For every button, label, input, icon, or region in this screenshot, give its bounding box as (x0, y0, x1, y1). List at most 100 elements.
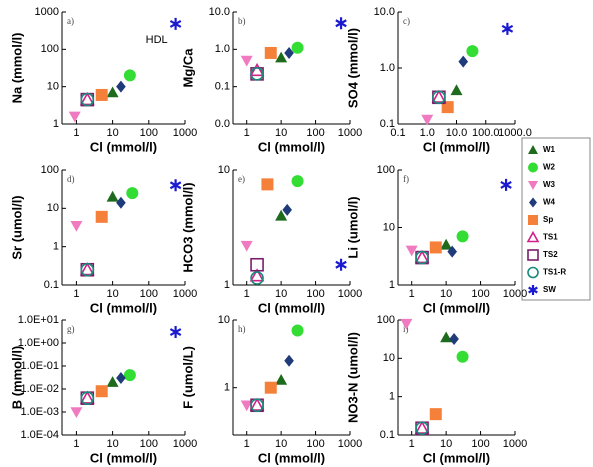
marker-asterisk (169, 326, 182, 339)
marker-circle (291, 175, 304, 188)
marker-triangle-up (106, 190, 119, 202)
marker-diamond (529, 197, 537, 208)
marker-triangle-down (400, 318, 413, 330)
y-tick-label: 0.1 (380, 429, 395, 441)
x-axis-label: Cl (mmol/l) (258, 300, 325, 315)
x-axis-label: Cl (mmol/l) (423, 139, 490, 154)
marker-triangle-up-open (414, 420, 430, 434)
panel-label: a) (67, 16, 74, 26)
marker-triangle-up-open (249, 62, 265, 77)
x-tick-label: 1000 (173, 288, 197, 300)
marker-diamond (116, 80, 126, 93)
x-tick-label: 100 (140, 127, 158, 139)
y-tick-label: 1.0E-04 (20, 429, 59, 441)
marker-triangle-up-open (414, 249, 430, 264)
marker-asterisk (335, 258, 347, 271)
marker-triangle-down (68, 111, 81, 123)
marker-triangle-down (70, 221, 83, 232)
marker-triangle-down (528, 181, 538, 190)
x-axis-label: Cl (mmol/l) (423, 300, 490, 315)
x-tick-label: 10 (440, 288, 452, 300)
marker-square (261, 178, 274, 191)
y-axis-label: Na (mmol/l) (9, 33, 24, 104)
marker-circle-open (80, 92, 95, 107)
marker-triangle-down (421, 114, 434, 126)
marker-diamond (116, 196, 126, 209)
y-axis-label: B (mmol/l) (9, 346, 24, 410)
y-tick-label: 1.0E+01 (18, 314, 59, 326)
x-tick-label: 10 (275, 288, 287, 300)
marker-triangle-up (450, 84, 463, 96)
marker-diamond (284, 46, 294, 59)
marker-diamond (447, 245, 457, 258)
y-axis-label: Sr (umol/l) (9, 195, 24, 259)
x-axis-label: Cl (mmol/l) (90, 450, 157, 465)
y-tick-label: 0.1 (44, 279, 59, 291)
y-tick-label: 10 (47, 81, 59, 93)
x-tick-label: 1 (73, 438, 79, 450)
y-axis-label: NO3-N (umol/l) (345, 332, 360, 423)
legend-label: W1 (543, 145, 556, 154)
marker-diamond (458, 55, 469, 68)
y-tick-label: 1.0E+00 (18, 337, 59, 349)
x-tick-label: 0.1 (390, 127, 405, 139)
y-axis-label: Mg/Ca (180, 48, 195, 88)
y-tick-label: 1 (53, 241, 59, 253)
marker-square-open (527, 249, 539, 261)
y-tick-label: 1 (389, 391, 395, 403)
x-tick-label: 1 (409, 288, 415, 300)
y-tick-label: 10.0 (374, 6, 395, 18)
marker-circle-open (527, 266, 539, 279)
marker-triangle-up-open (79, 91, 95, 106)
x-tick-label: 10 (440, 438, 452, 450)
marker-triangle-down (405, 245, 418, 257)
x-tick-label: 1 (244, 438, 250, 450)
annotation: HDL (146, 34, 168, 46)
marker-triangle-up-open (79, 262, 95, 276)
legend-label: TS1-R (543, 268, 566, 277)
x-tick-label: 10 (106, 127, 118, 139)
x-tick-label: 1.0 (420, 127, 435, 139)
x-tick-label: 100 (471, 288, 489, 300)
marker-square (264, 46, 277, 59)
panel-label: g) (67, 324, 75, 334)
y-tick-label: 100 (377, 164, 395, 176)
y-tick-label: 10 (383, 352, 395, 364)
y-tick-label: 1.0 (215, 43, 230, 55)
marker-circle (456, 350, 469, 363)
legend-label: Sp (543, 215, 553, 224)
marker-circle-open (80, 391, 95, 405)
y-tick-label: 0.0 (215, 118, 230, 130)
marker-triangle-down (240, 240, 253, 252)
x-tick-label: 10 (106, 288, 118, 300)
marker-circle-open (415, 421, 429, 436)
x-axis-label: Cl (mmol/l) (258, 450, 325, 465)
marker-asterisk (500, 178, 512, 191)
marker-diamond (449, 332, 459, 345)
marker-triangle-up (528, 145, 538, 154)
x-axis-label: Cl (mmol/l) (423, 450, 490, 465)
marker-triangle-up-open (249, 268, 265, 282)
marker-triangle-up (275, 209, 288, 221)
y-tick-label: 100 (377, 314, 395, 326)
marker-diamond (284, 354, 294, 367)
legend-label: TS2 (543, 250, 558, 259)
y-tick-label: 10 (47, 202, 59, 214)
legend-label: W2 (543, 163, 556, 172)
x-tick-label: 1000 (338, 438, 362, 450)
marker-circle-open (80, 262, 95, 277)
x-tick-label: 1 (409, 438, 415, 450)
marker-square (528, 215, 538, 225)
panel-label: d) (67, 174, 75, 184)
panel-label: b) (238, 16, 246, 26)
marker-circle (466, 45, 479, 58)
x-tick-label: 100 (306, 127, 324, 139)
x-tick-label: 1000 (338, 127, 362, 139)
y-axis-label: SO4 (mmol/l) (345, 28, 360, 108)
x-tick-label: 1000 (338, 288, 362, 300)
marker-circle-open (415, 250, 429, 265)
legend-label: W3 (543, 180, 556, 189)
panel-label: e) (238, 174, 245, 184)
x-tick-label: 1000 (173, 438, 197, 450)
